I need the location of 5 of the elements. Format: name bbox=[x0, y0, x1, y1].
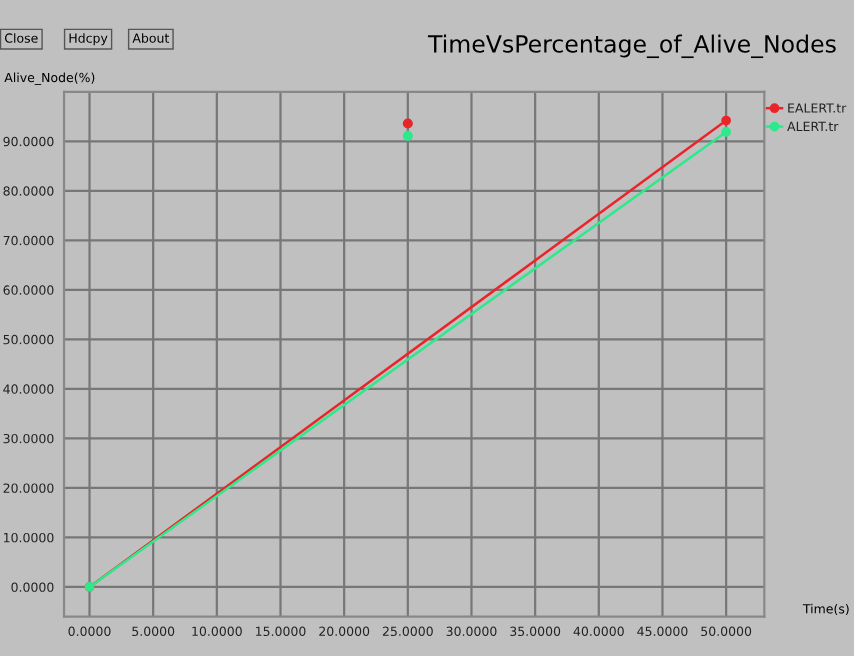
chart-title: TimeVsPercentage_of_Alive_Nodes bbox=[427, 34, 836, 59]
point bbox=[721, 115, 731, 126]
point bbox=[721, 127, 731, 137]
point bbox=[402, 130, 413, 141]
point bbox=[402, 118, 413, 129]
